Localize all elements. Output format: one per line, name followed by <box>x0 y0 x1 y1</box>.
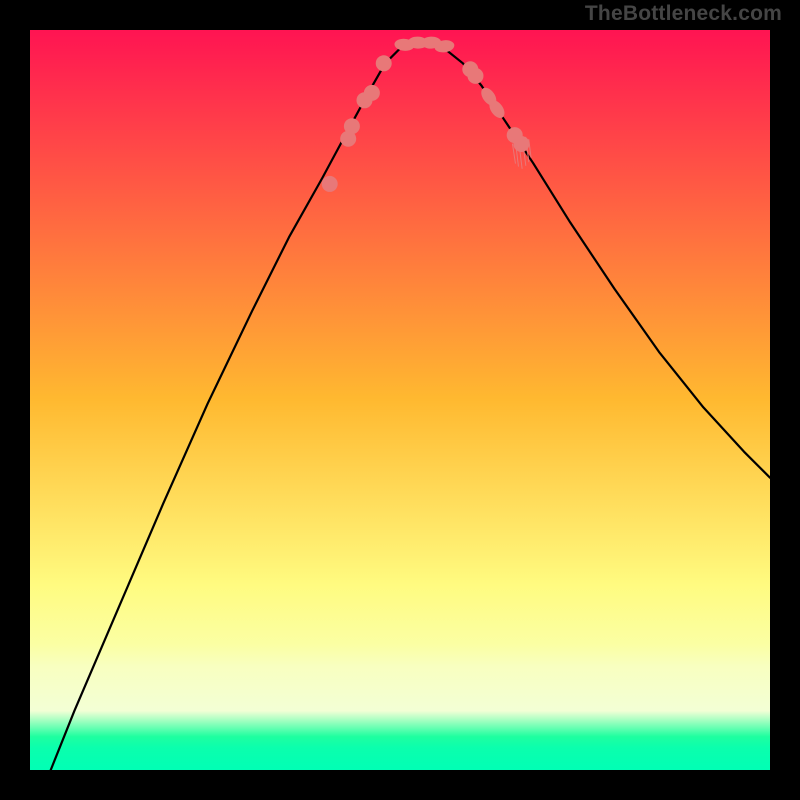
plot-svg <box>30 30 770 770</box>
watermark-text: TheBottleneck.com <box>585 2 782 26</box>
marker-point <box>467 68 483 84</box>
plot-area <box>30 30 770 770</box>
marker-point <box>344 118 360 134</box>
marker-point <box>376 55 392 71</box>
chart-frame: TheBottleneck.com <box>0 0 800 800</box>
marker-point <box>364 85 380 101</box>
gradient-background <box>30 30 770 770</box>
marker-point <box>513 136 529 152</box>
marker-point <box>322 176 338 192</box>
